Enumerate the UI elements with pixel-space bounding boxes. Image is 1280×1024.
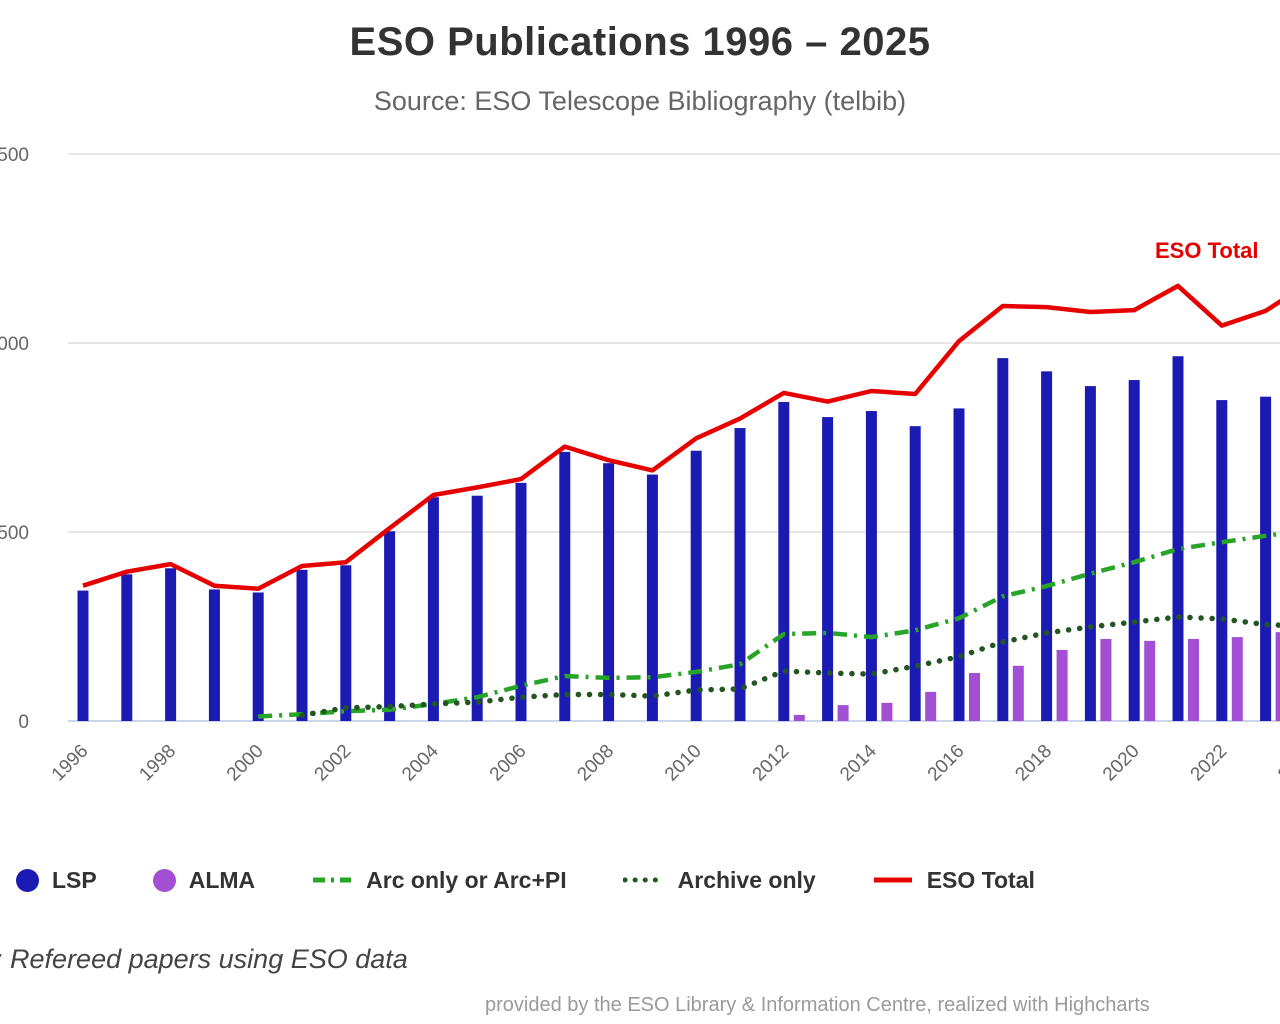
footer-note: Note: Refereed papers using ESO data [0,944,408,974]
bar-lsp-2020[interactable] [1128,380,1140,721]
legend-label-archive-only: Archive only [677,866,816,893]
legend-label-lsp: LSP [52,866,97,893]
legend-label-arc-only-or-arc-pi: Arc only or Arc+PI [366,866,567,893]
bar-alma-2022[interactable] [1231,637,1243,721]
line-eso-total [82,283,1280,591]
legend-marker-lsp [16,868,39,892]
chart-title: ESO Publications 1996 – 2025 [349,20,931,64]
bar-alma-2013[interactable] [837,705,849,721]
bar-lsp-1996[interactable] [77,590,89,721]
bar-lsp-1999[interactable] [208,589,220,721]
y-axis-label-1000: 1000 [0,334,29,355]
bar-lsp-2001[interactable] [296,569,308,721]
eso-total-annotation: ESO Total [1155,238,1259,263]
bar-alma-2018[interactable] [1056,649,1068,721]
bar-lsp-2019[interactable] [1084,386,1096,721]
x-axis-label-2006: 2006 [486,741,531,786]
bar-lsp-2018[interactable] [1041,371,1053,721]
bar-alma-2016[interactable] [969,672,980,721]
bar-lsp-2005[interactable] [471,495,483,721]
footer-credit: provided by the ESO Library & Informatio… [485,994,1150,1016]
line-arc-only-or-arc-pi [258,531,1280,719]
bar-lsp-2013[interactable] [822,417,834,721]
legend-item-arc-only-or-arc-pi[interactable]: Arc only or Arc+PI [311,866,567,894]
legend-item-archive-only[interactable]: Archive only [622,866,816,894]
x-axis-label-2002: 2002 [311,741,356,786]
x-axis-label-2000: 2000 [223,741,268,786]
y-axis-label-500: 500 [0,523,29,544]
x-axis-label-2022: 2022 [1187,741,1232,786]
legend-item-lsp[interactable]: LSP [16,867,97,894]
legend-marker-eso-total [873,877,912,883]
x-axis-label-2014: 2014 [836,740,881,785]
bar-lsp-2002[interactable] [340,565,352,721]
bar-alma-2014[interactable] [881,702,893,721]
bar-lsp-2008[interactable] [603,463,615,721]
x-axis-label-2020: 2020 [1099,741,1144,786]
bar-lsp-2021[interactable] [1172,356,1184,721]
bar-lsp-2000[interactable] [252,592,264,721]
line-archive-only [299,614,1280,719]
chart-plot-area: 0 500 1000 1500 1996 1998 2000 2002 2004 2006 2008… [0,145,1280,786]
bar-lsp-2004[interactable] [427,497,439,721]
bar-lsp-2022[interactable] [1216,400,1228,721]
bar-lsp-2012[interactable] [778,401,790,721]
chart-subtitle: Source: ESO Telescope Bibliography (telb… [373,86,907,116]
x-axis-label-2024: 2024 [1274,740,1280,785]
bar-alma-2021[interactable] [1188,638,1199,721]
bar-alma-2019[interactable] [1100,638,1112,721]
bar-lsp-2017[interactable] [997,358,1009,721]
bar-alma-2012[interactable] [793,714,805,721]
x-axis-label-2004: 2004 [398,740,443,785]
legend-marker-archive-only [622,877,665,883]
chart-legend: LSP ALMA Arc only or Arc+PI Archive only ESO… [16,856,1280,904]
bar-alma-2017[interactable] [1012,665,1024,721]
bar-alma-2023[interactable] [1275,632,1280,721]
x-axis-label-2010: 2010 [661,741,706,786]
x-axis-label-1996: 1996 [48,741,93,786]
x-axis-label-2008: 2008 [573,741,618,786]
legend-marker-alma [152,868,176,892]
bar-lsp-2003[interactable] [384,531,396,721]
bar-lsp-2011[interactable] [734,428,746,721]
bar-lsp-2014[interactable] [865,411,877,721]
bar-lsp-1997[interactable] [121,574,133,721]
bar-lsp-2015[interactable] [909,426,921,721]
bar-lsp-2016[interactable] [953,408,965,721]
legend-item-alma[interactable]: ALMA [152,866,256,894]
y-axis-label-1500: 1500 [0,145,29,166]
legend-marker-arc-only-or-arc-pi [313,877,352,883]
legend-label-alma: ALMA [188,866,256,893]
bar-alma-2020[interactable] [1144,640,1156,721]
legend-item-eso-total[interactable]: ESO Total [872,867,1035,894]
x-axis-label-2016: 2016 [924,741,969,786]
x-axis-label-2012: 2012 [749,741,794,786]
bar-lsp-2010[interactable] [690,450,702,721]
bar-lsp-1998[interactable] [165,568,177,721]
bar-lsp-2023[interactable] [1260,396,1272,721]
bar-alma-2015[interactable] [925,691,937,721]
x-axis-label-2018: 2018 [1011,741,1056,786]
x-axis-label-1998: 1998 [135,741,180,786]
legend-label-eso-total: ESO Total [926,866,1035,893]
y-axis-label-0: 0 [18,712,29,733]
bar-lsp-2006[interactable] [515,482,527,721]
bar-lsp-2007[interactable] [559,451,571,721]
bar-lsp-2009[interactable] [646,474,658,721]
